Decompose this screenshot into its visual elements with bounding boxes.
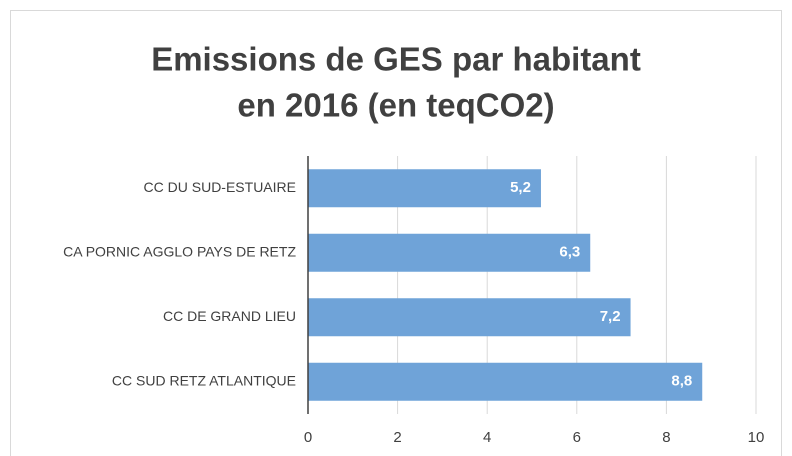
chart-title: Emissions de GES par habitant	[151, 41, 641, 78]
y-tick-label: CA PORNIC AGGLO PAYS DE RETZ	[63, 243, 296, 259]
x-tick-label: 6	[573, 429, 581, 446]
chart-title: en 2016 (en teqCO2)	[237, 87, 554, 124]
value-label: 5,2	[510, 179, 531, 196]
bar	[308, 362, 703, 401]
bar	[308, 169, 541, 208]
y-tick-label: CC SUD RETZ ATLANTIQUE	[112, 372, 296, 388]
value-label: 6,3	[559, 244, 580, 261]
bar	[308, 298, 631, 337]
x-tick-label: 4	[483, 429, 491, 446]
y-tick-label: CC DU SUD-ESTUAIRE	[144, 179, 296, 195]
bar	[308, 233, 591, 272]
x-tick-label: 0	[304, 429, 312, 446]
x-tick-label: 2	[393, 429, 401, 446]
value-label: 8,8	[671, 373, 692, 390]
y-tick-label: CC DE GRAND LIEU	[163, 308, 296, 324]
x-tick-label: 10	[748, 429, 765, 446]
value-label: 7,2	[600, 308, 621, 325]
x-tick-label: 8	[662, 429, 670, 446]
